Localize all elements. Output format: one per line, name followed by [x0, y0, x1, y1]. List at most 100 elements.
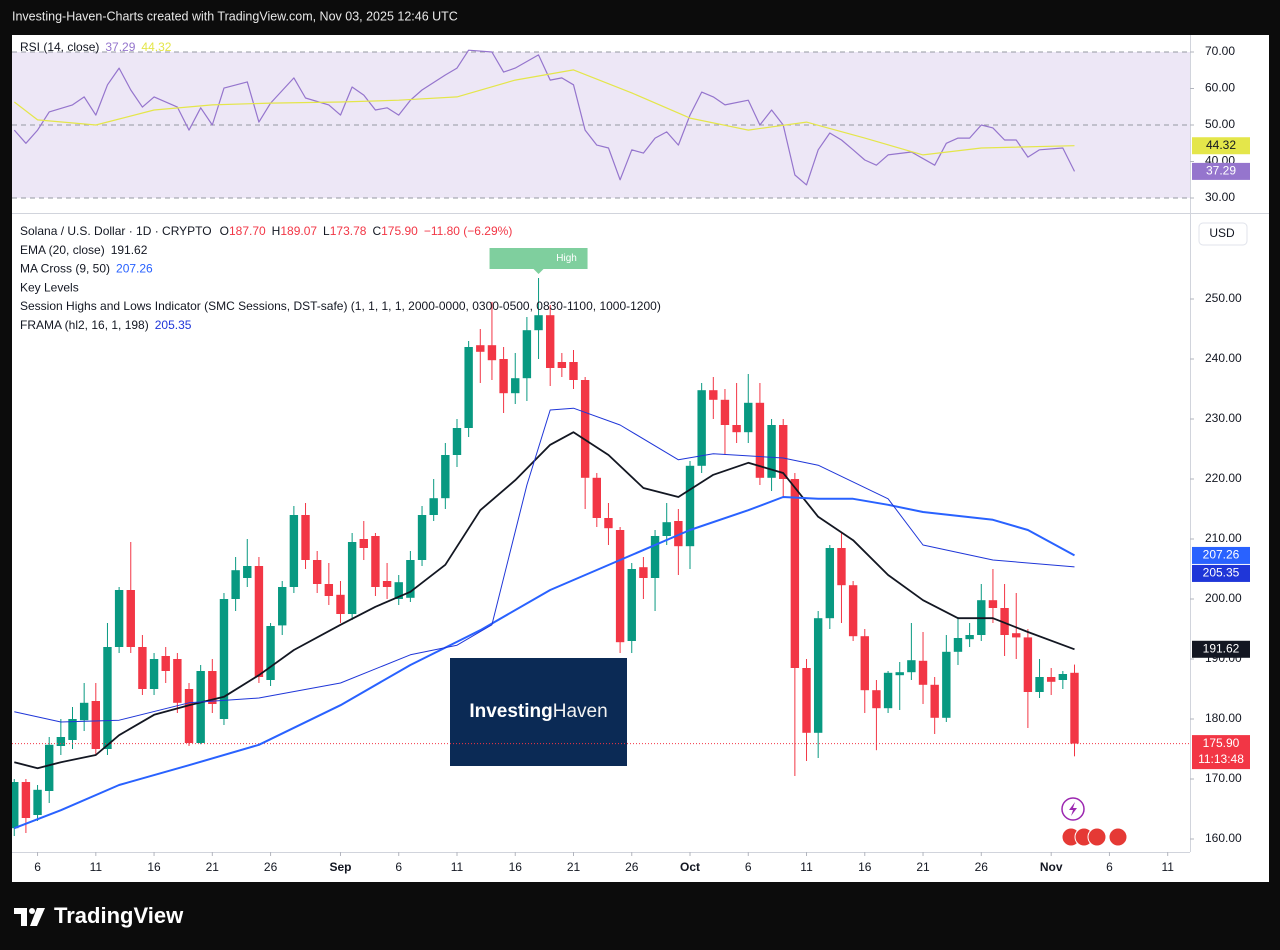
ohlc-label: H	[272, 224, 281, 238]
candle-body	[231, 570, 240, 599]
candle-body	[429, 498, 438, 515]
ohlc-label: L	[323, 224, 330, 238]
candle-body	[1070, 672, 1079, 744]
x-tick-label: 6	[745, 860, 752, 874]
y-tick-label: 30.00	[1205, 190, 1235, 204]
candle-body	[580, 380, 590, 478]
candle-body	[511, 378, 520, 394]
candle-body	[709, 390, 718, 400]
candle-body	[476, 345, 485, 352]
ohlc-value: 187.70	[229, 224, 266, 238]
candle-body	[650, 536, 660, 578]
price-label-box	[1192, 162, 1250, 180]
brand: TradingView	[54, 903, 184, 928]
candle-body	[243, 566, 252, 578]
candle-body	[312, 560, 322, 584]
indicator-line	[13, 69, 1075, 156]
candle-body	[965, 635, 974, 640]
candle-body	[196, 671, 205, 743]
price-label-box	[1192, 137, 1250, 155]
candle-body	[604, 518, 613, 529]
candle-body	[219, 599, 229, 719]
candle-body	[1058, 674, 1068, 680]
x-tick-label: 21	[916, 860, 930, 874]
candle-body	[79, 702, 89, 721]
candle-body	[254, 566, 264, 677]
currency[interactable]: USD	[1209, 226, 1235, 240]
y-tick-label: 60.00	[1205, 81, 1235, 95]
candle-body	[545, 315, 555, 368]
rsi-pane	[12, 49, 1190, 199]
candle-body	[557, 362, 567, 368]
candle-body	[732, 425, 741, 433]
price-label: 207.26	[1203, 548, 1240, 562]
price-label: 175.90	[1203, 736, 1240, 750]
legend-name: MA Cross (9, 50)	[20, 262, 110, 276]
y-tick-label: 250.00	[1205, 291, 1242, 305]
y-tick-label: 230.00	[1205, 411, 1242, 425]
candle-body	[56, 737, 66, 746]
candle-body	[1035, 677, 1044, 692]
x-tick-label: 6	[1106, 860, 1113, 874]
symbol-legend: Solana / U.S. Dollar · 1D · CRYPTO O187.7…	[20, 224, 512, 238]
candle-body	[184, 689, 194, 743]
y-tick-label: 70.00	[1205, 44, 1235, 58]
candle-body	[394, 582, 403, 599]
candle-body	[848, 585, 858, 637]
candle-body	[45, 744, 54, 791]
candle-body	[68, 719, 77, 740]
candle-body	[266, 626, 275, 680]
change: −11.80 (−6.29%)	[424, 224, 513, 238]
candle-body	[662, 522, 671, 536]
y-tick-label: 180.00	[1205, 711, 1242, 725]
candle-body	[755, 402, 765, 478]
legend-value: 207.26	[116, 262, 153, 276]
candle-body	[103, 647, 112, 749]
x-tick-label: 26	[264, 860, 278, 874]
candle-body	[452, 428, 462, 455]
candle-body	[639, 567, 648, 578]
candle-body	[382, 581, 392, 587]
watermark-box	[450, 658, 627, 766]
flag-icon[interactable]	[1087, 827, 1107, 847]
indicator-line	[13, 496, 1075, 830]
candle-body	[347, 542, 357, 614]
price-label: 44.32	[1206, 138, 1236, 152]
ohlc-label: O	[220, 224, 229, 238]
price-label: 191.62	[1203, 641, 1240, 655]
y-tick-label: 200.00	[1205, 591, 1242, 605]
x-tick-label: 11	[800, 860, 813, 874]
candle-body	[802, 668, 811, 733]
flag-icon[interactable]	[1108, 827, 1128, 847]
candle-body	[837, 548, 846, 586]
price-label-box	[1192, 640, 1250, 658]
candle-body	[1023, 637, 1033, 692]
candle-body	[499, 359, 508, 394]
x-tick-label: 16	[509, 860, 523, 874]
indicator-line	[14, 431, 1075, 770]
legend-title: Solana / U.S. Dollar · 1D · CRYPTO	[20, 224, 212, 238]
indicator-line	[13, 49, 1076, 186]
y-tick-label: 160.00	[1205, 831, 1242, 845]
price-label-box	[1192, 546, 1250, 564]
x-tick-label: 26	[625, 860, 639, 874]
economic-events[interactable]	[1061, 827, 1128, 847]
candle-body	[149, 659, 159, 689]
candle-body	[988, 600, 998, 608]
indicator-legend: RSI (14, close) 37.29 44.32	[20, 40, 172, 54]
candle-body	[301, 515, 310, 560]
candle-body	[487, 345, 497, 361]
x-tick-label: 6	[395, 860, 402, 874]
x-tick-label: 11	[90, 860, 103, 874]
ohlc-value: 173.78	[330, 224, 367, 238]
candle-body	[918, 660, 928, 685]
candle-body	[720, 399, 730, 425]
currency-box[interactable]	[1198, 222, 1248, 246]
y-tick-label: 210.00	[1205, 531, 1242, 545]
legend-value: 191.62	[111, 243, 148, 257]
ohlc-label: C	[372, 224, 381, 238]
candle-body	[324, 584, 334, 596]
x-tick-label: 26	[975, 860, 989, 874]
brand-logo: TradingView	[14, 903, 184, 928]
watermark-part: Investing	[469, 701, 552, 722]
